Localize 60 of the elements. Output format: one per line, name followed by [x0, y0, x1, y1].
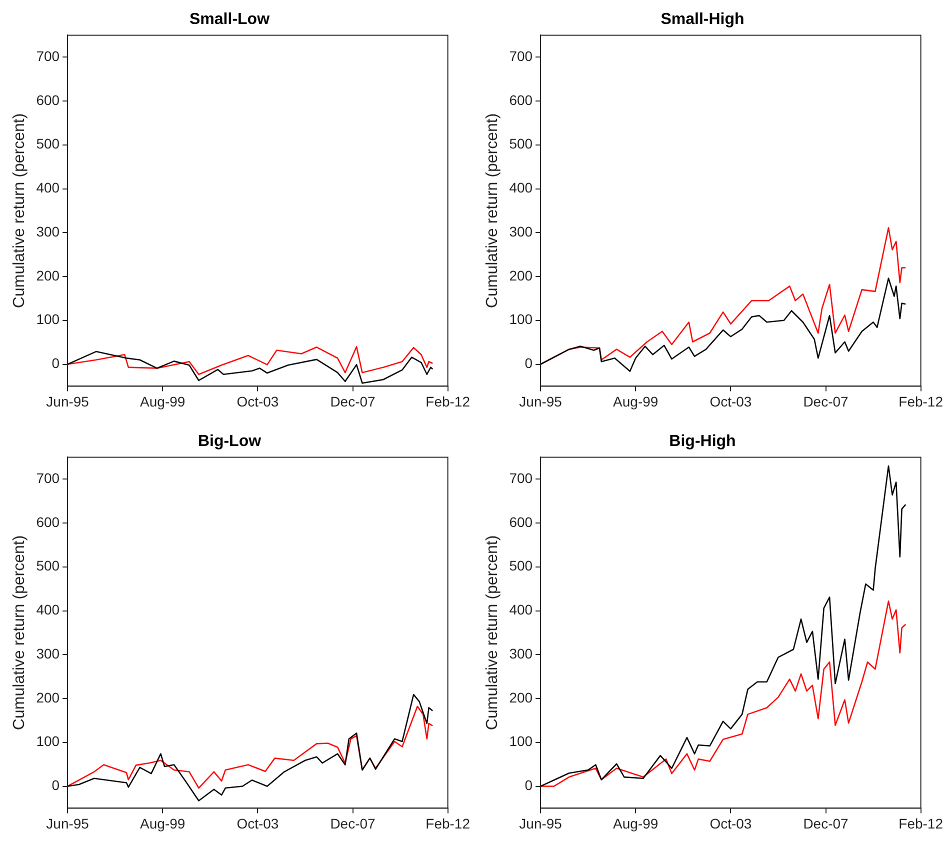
- y-tick-label: 700: [36, 470, 60, 486]
- x-tick-label: Aug-99: [613, 393, 658, 410]
- x-tick-label: Feb-12: [426, 815, 470, 832]
- x-tick-label: Dec-07: [330, 815, 376, 832]
- y-tick-label: 200: [509, 689, 533, 706]
- x-tick-label: Aug-99: [613, 815, 658, 832]
- y-tick-label: 400: [36, 602, 60, 618]
- y-tick-label: 400: [36, 180, 60, 196]
- y-tick-label: 600: [36, 92, 60, 108]
- y-axis-title: Cumulative return (percent): [484, 535, 502, 730]
- x-tick-label: Dec-07: [330, 393, 376, 410]
- y-tick-label: 600: [509, 514, 533, 530]
- y-axis-title: Cumulative return (percent): [11, 535, 28, 730]
- x-tick-label: Oct-03: [710, 815, 752, 832]
- x-tick-label: Jun-95: [46, 393, 90, 410]
- chart-title: Small-Low: [189, 11, 270, 28]
- x-tick-label: Feb-12: [898, 393, 944, 410]
- chart-title: Big-Low: [198, 433, 262, 450]
- y-tick-label: 400: [509, 602, 533, 618]
- y-tick-label: 600: [509, 92, 533, 108]
- y-axis-title: Cumulative return (percent): [484, 113, 502, 308]
- y-tick-label: 100: [36, 733, 60, 750]
- x-tick-label: Oct-03: [710, 393, 752, 410]
- y-axis-title: Cumulative return (percent): [11, 113, 28, 308]
- x-tick-label: Jun-95: [519, 815, 562, 832]
- x-tick-label: Oct-03: [236, 815, 279, 832]
- y-tick-label: 400: [509, 180, 533, 196]
- y-tick-label: 300: [36, 223, 60, 240]
- y-tick-label: 200: [36, 267, 60, 284]
- x-tick-label: Feb-12: [426, 393, 470, 410]
- y-tick-label: 600: [36, 514, 60, 530]
- y-tick-label: 500: [509, 558, 533, 574]
- chart-title: Small-High: [660, 11, 744, 28]
- x-tick-label: Jun-95: [46, 815, 90, 832]
- x-tick-label: Jun-95: [519, 393, 562, 410]
- x-tick-label: Aug-99: [140, 393, 186, 410]
- y-tick-label: 300: [509, 223, 533, 240]
- x-tick-label: Oct-03: [236, 393, 279, 410]
- x-tick-label: Feb-12: [898, 815, 944, 832]
- y-tick-label: 200: [509, 267, 533, 284]
- y-tick-label: 300: [509, 645, 533, 662]
- y-tick-label: 100: [36, 311, 60, 328]
- y-tick-label: 100: [509, 311, 533, 328]
- y-tick-label: 0: [52, 355, 60, 372]
- y-tick-label: 700: [509, 48, 533, 64]
- y-tick-label: 700: [509, 470, 533, 486]
- y-tick-label: 700: [36, 48, 60, 64]
- y-tick-label: 500: [509, 136, 533, 152]
- y-tick-label: 100: [509, 733, 533, 750]
- chart-title: Big-High: [669, 433, 736, 450]
- y-tick-label: 200: [36, 689, 60, 706]
- y-tick-label: 500: [36, 136, 60, 152]
- y-tick-label: 0: [52, 777, 60, 794]
- y-tick-label: 0: [524, 355, 533, 372]
- x-tick-label: Dec-07: [803, 393, 849, 410]
- x-tick-label: Aug-99: [140, 815, 186, 832]
- x-tick-label: Dec-07: [803, 815, 849, 832]
- y-tick-label: 0: [524, 777, 533, 794]
- y-tick-label: 300: [36, 645, 60, 662]
- y-tick-label: 500: [36, 558, 60, 574]
